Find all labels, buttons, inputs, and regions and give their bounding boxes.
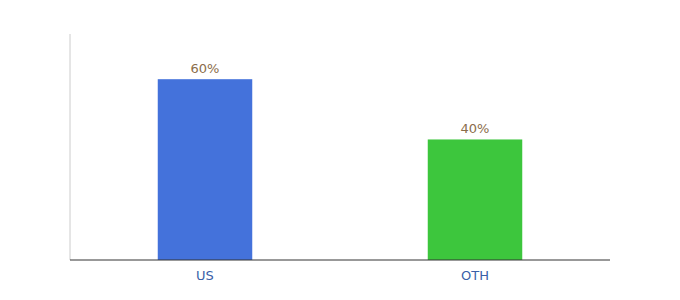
chart-svg: 60% 40% US OTH [0, 0, 680, 300]
x-axis-line [70, 260, 610, 261]
bars [158, 79, 523, 260]
bar [158, 79, 253, 260]
x-tick-label: US [196, 268, 214, 283]
y-axis-line [70, 34, 71, 260]
x-tick-label: OTH [461, 268, 489, 283]
bar [428, 139, 523, 260]
data-label: 40% [461, 121, 490, 136]
chart-container: 60% 40% US OTH [0, 0, 680, 300]
data-label: 60% [191, 61, 220, 76]
